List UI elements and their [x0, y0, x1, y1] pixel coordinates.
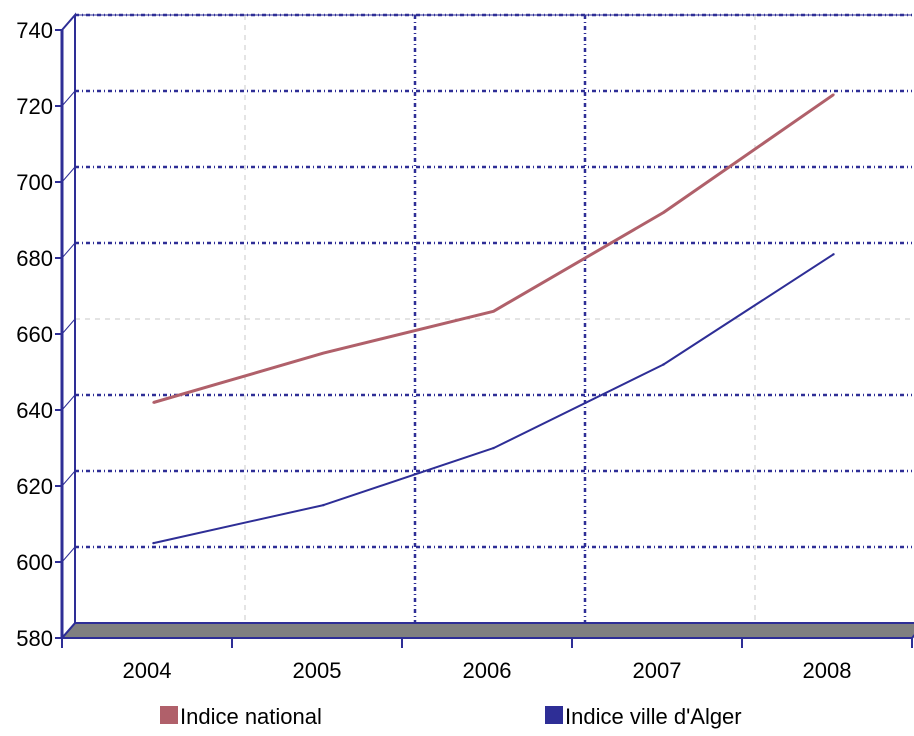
y-tick-label: 620 [16, 474, 53, 499]
y-tick-label: 600 [16, 550, 53, 575]
series-line-indice-ville-alger [153, 253, 835, 545]
tick-labels: 580 600 620 640 660 680 700 720 740 2004 2005 2006 2… [16, 18, 851, 683]
legend-label: Indice national [180, 704, 322, 729]
legend-swatch [160, 706, 178, 724]
data-point [322, 503, 325, 507]
y-tick-label: 660 [16, 322, 53, 347]
data-point [152, 541, 155, 545]
data-point [152, 401, 155, 404]
data-point [492, 446, 495, 450]
legend-swatch [545, 706, 563, 724]
y-tick-depth [61, 622, 76, 639]
axes [55, 12, 914, 648]
y-tick-label: 740 [16, 18, 53, 43]
y-tick-depth [61, 470, 76, 487]
y-tick-depth [61, 318, 76, 335]
y-tick-label: 580 [16, 626, 53, 651]
grid [75, 13, 912, 623]
y-tick-depth [61, 166, 76, 183]
y-tick-depth [61, 242, 76, 259]
x-tick-label: 2004 [123, 658, 172, 683]
y-tick-label: 640 [16, 398, 53, 423]
y-tick-label: 700 [16, 170, 53, 195]
y-tick-depth [61, 546, 76, 563]
data-point [832, 253, 835, 256]
x-tick-label: 2007 [633, 658, 682, 683]
legend-label: Indice ville d'Alger [565, 704, 742, 729]
x-tick-label: 2008 [803, 658, 852, 683]
y-tick-depth [61, 14, 76, 31]
data-point [322, 351, 325, 355]
y-tick-depth [61, 90, 76, 107]
data-point [832, 93, 835, 96]
x-tick-label: 2006 [463, 658, 512, 683]
y-tick-label: 680 [16, 246, 53, 271]
data-point [662, 363, 665, 366]
y-tick-label: 720 [16, 94, 53, 119]
chart-floor [59, 622, 914, 639]
data-point [492, 310, 495, 313]
series-lines [152, 93, 835, 545]
legend: Indice national Indice ville d'Alger [160, 704, 742, 729]
data-point [662, 211, 665, 214]
y-tick-depth [61, 394, 76, 411]
x-tick-label: 2005 [293, 658, 342, 683]
series-line-indice-national [153, 93, 835, 404]
